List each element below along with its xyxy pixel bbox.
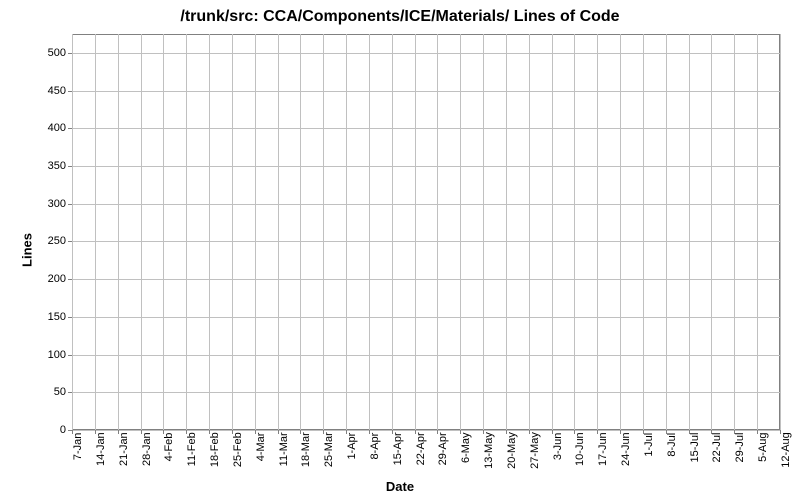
x-tick-label: 10-Jun [574,417,586,451]
gridline-v [711,34,712,430]
gridline-h [72,91,780,92]
gridline-v [757,34,758,430]
gridline-v [415,34,416,430]
x-tick-label: 14-Jan [95,417,107,451]
gridline-h [72,128,780,129]
y-tick-label: 250 [48,235,66,247]
y-tick-label: 150 [48,311,66,323]
x-tick-label: 15-Jul [689,419,701,449]
gridline-v [346,34,347,430]
gridline-v [552,34,553,430]
gridline-v [689,34,690,430]
gridline-v [780,34,781,430]
gridline-v [163,34,164,430]
gridline-v [437,34,438,430]
x-tick-label: 13-May [483,416,495,453]
y-tick-label: 500 [48,47,66,59]
x-tick-label: 15-Apr [392,417,404,450]
x-tick-label: 6-May [460,419,472,450]
chart-container: /trunk/src: CCA/Components/ICE/Materials… [0,0,800,500]
gridline-h [72,317,780,318]
x-tick-label: 21-Jan [118,417,130,451]
y-tick-label: 300 [48,198,66,210]
gridline-v [300,34,301,430]
x-tick-label: 28-Jan [141,417,153,451]
x-tick-label: 4-Feb [163,420,175,449]
gridline-v [620,34,621,430]
gridline-v [734,34,735,430]
y-tick-label: 450 [48,85,66,97]
gridline-v [278,34,279,430]
x-tick-label: 25-Feb [232,417,244,452]
y-tick-label: 350 [48,160,66,172]
gridline-h [72,392,780,393]
gridline-h [72,241,780,242]
gridline-v [574,34,575,430]
x-tick-label: 18-Feb [209,417,221,452]
gridline-h [72,279,780,280]
gridline-v [529,34,530,430]
x-tick-label: 18-Mar [300,417,312,452]
x-tick-label: 29-Apr [437,417,449,450]
gridline-v [392,34,393,430]
gridline-v [255,34,256,430]
x-tick-label: 17-Jun [597,417,609,451]
gridline-v [232,34,233,430]
gridline-v [369,34,370,430]
x-tick-label: 22-Apr [415,417,427,450]
x-tick-label: 7-Jan [72,420,84,448]
gridline-h [72,53,780,54]
x-tick-label: 5-Aug [757,419,769,448]
chart-title: /trunk/src: CCA/Components/ICE/Materials… [0,8,800,26]
x-tick-label: 25-Mar [323,417,335,452]
gridline-v [323,34,324,430]
gridline-v [460,34,461,430]
y-tick-label: 400 [48,122,66,134]
gridline-h [72,204,780,205]
gridline-v [186,34,187,430]
x-tick-label: 4-Mar [255,420,267,449]
gridline-v [141,34,142,430]
x-tick-label: 12-Aug [780,416,792,451]
x-axis-label: Date [0,479,800,494]
x-tick-label: 3-Jun [552,420,564,448]
gridline-v [597,34,598,430]
x-tick-label: 8-Apr [369,421,381,448]
y-tick-label: 200 [48,273,66,285]
plot-border [72,34,780,430]
plot-area: 0501001502002503003504004505007-Jan14-Ja… [72,34,780,430]
y-tick-label: 0 [60,424,66,436]
gridline-v [506,34,507,430]
gridline-h [72,355,780,356]
gridline-v [95,34,96,430]
y-axis-label: Lines [19,233,34,267]
gridline-v [118,34,119,430]
gridline-h [72,166,780,167]
y-tick-label: 100 [48,349,66,361]
gridline-v [483,34,484,430]
x-tick-label: 1-Apr [346,421,358,448]
x-tick-label: 20-May [506,416,518,453]
y-tick-label: 50 [54,386,66,398]
gridline-v [666,34,667,430]
x-tick-label: 27-May [529,416,541,453]
x-tick-label: 22-Jul [711,419,723,449]
x-tick-label: 8-Jul [666,422,678,446]
gridline-v [72,34,73,430]
x-tick-label: 11-Feb [186,417,198,451]
gridline-v [643,34,644,430]
x-tick-label: 24-Jun [620,417,632,451]
x-tick-label: 1-Jul [643,422,655,446]
gridline-v [209,34,210,430]
x-tick-label: 29-Jul [734,419,746,449]
x-tick-label: 11-Mar [278,417,290,451]
